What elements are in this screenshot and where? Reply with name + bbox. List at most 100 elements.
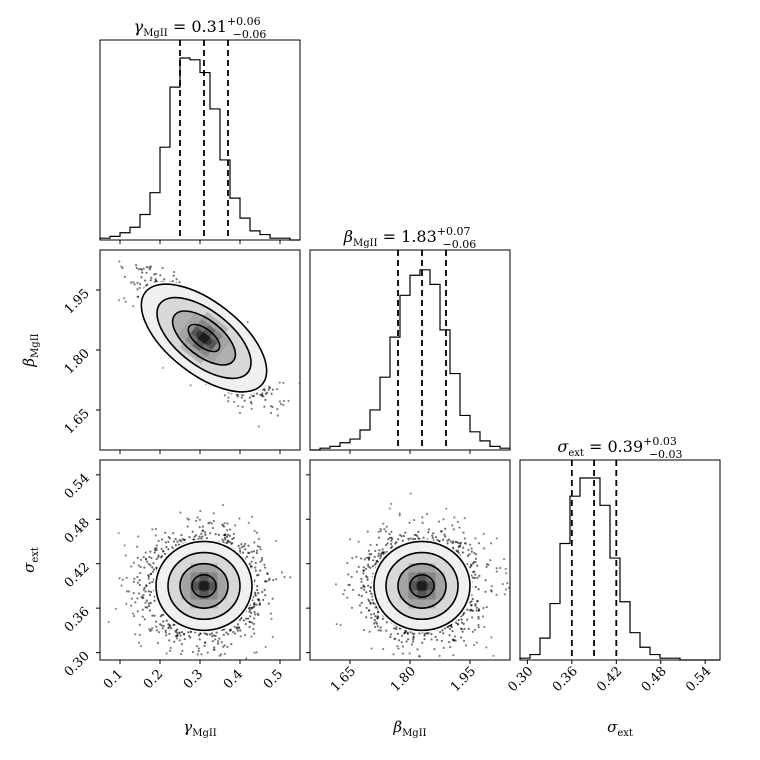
sample-point: [366, 530, 369, 533]
sample-point: [151, 614, 154, 617]
sample-point: [150, 276, 153, 279]
sample-point: [449, 540, 453, 543]
sample-point: [478, 574, 481, 577]
sample-point: [410, 643, 414, 646]
sample-point: [154, 534, 157, 537]
sample-point: [474, 557, 478, 560]
sample-point: [355, 555, 358, 558]
sample-point: [469, 543, 472, 546]
sample-point: [365, 606, 368, 610]
sample-point: [448, 627, 452, 631]
sample-point: [130, 565, 133, 568]
sample-point: [343, 589, 346, 592]
sample-point: [374, 562, 378, 565]
density-cell: [426, 581, 436, 591]
density-cell: [408, 581, 418, 591]
sample-point: [474, 560, 477, 564]
histogram-steps-sigma: [519, 477, 720, 661]
sample-point: [252, 617, 256, 620]
sample-point: [476, 576, 479, 579]
sample-point: [254, 569, 257, 572]
sample-point: [151, 570, 155, 573]
sample-point: [374, 625, 377, 629]
sample-point: [269, 612, 272, 615]
sample-point: [138, 286, 141, 289]
sample-point: [505, 572, 508, 575]
x-tick-label-sigma: 0.54: [683, 664, 714, 695]
sample-point: [172, 274, 175, 277]
sample-point: [271, 405, 274, 409]
sample-point: [252, 603, 256, 606]
sample-point: [250, 407, 253, 410]
sample-point: [276, 408, 279, 411]
sample-point: [150, 556, 153, 560]
sample-point: [467, 627, 470, 630]
sample-point: [143, 586, 146, 589]
sample-point: [466, 608, 469, 611]
sample-point: [399, 533, 402, 537]
sample-point: [231, 537, 234, 541]
sample-point: [144, 601, 147, 604]
x-tick-label-gamma: 0.1: [101, 667, 126, 692]
sample-point: [460, 621, 464, 624]
density-cell: [190, 599, 200, 609]
sample-point: [457, 618, 460, 622]
sample-point: [466, 554, 470, 557]
sample-point: [396, 665, 398, 667]
sample-point: [374, 549, 377, 553]
sample-point: [252, 622, 255, 626]
sample-point: [258, 545, 261, 549]
sample-point: [145, 599, 149, 602]
sample-point: [374, 615, 377, 618]
density-cell: [190, 563, 200, 573]
y-axis-label-beta: βMgII: [20, 333, 41, 367]
sample-point: [440, 639, 443, 642]
sample-point: [446, 626, 449, 629]
sample-point: [416, 648, 419, 651]
sample-point: [151, 528, 154, 531]
x-tick-label-sigma: 0.48: [639, 664, 670, 695]
sample-point: [255, 531, 259, 534]
sample-point: [506, 581, 509, 585]
sample-point: [160, 624, 163, 627]
sample-point: [401, 539, 404, 542]
sample-point: [368, 630, 371, 633]
density-cell: [408, 599, 418, 609]
sample-point: [213, 646, 216, 649]
sample-point: [198, 526, 201, 529]
sample-point: [206, 651, 209, 654]
y-tick-label-beta: 1.95: [62, 286, 93, 317]
sample-point: [254, 591, 257, 594]
sample-point: [373, 622, 376, 625]
sample-point: [483, 547, 486, 550]
sample-point: [221, 538, 224, 541]
sample-point: [151, 580, 154, 584]
sample-point: [139, 558, 143, 561]
sample-point: [370, 647, 373, 650]
sample-point: [476, 600, 479, 603]
sample-point: [138, 633, 141, 636]
sample-point: [137, 641, 141, 644]
sample-point: [238, 517, 241, 520]
sample-point: [406, 638, 410, 641]
sample-point: [442, 632, 445, 635]
sample-point: [495, 593, 498, 596]
sample-point: [282, 403, 285, 407]
sample-point: [107, 620, 110, 624]
sample-point: [461, 551, 464, 554]
sample-point: [210, 522, 213, 525]
sample-point: [136, 610, 140, 613]
sample-point: [418, 655, 421, 658]
sample-point: [222, 540, 225, 543]
sample-point: [258, 599, 261, 602]
sample-point: [248, 625, 251, 629]
sample-point: [402, 662, 404, 664]
sample-point: [251, 515, 254, 518]
sample-point: [152, 568, 156, 571]
sample-point: [211, 635, 214, 638]
sample-point: [137, 268, 140, 271]
sample-point: [388, 507, 391, 510]
sample-point: [379, 629, 382, 632]
sample-point: [386, 542, 389, 545]
sample-point: [264, 645, 267, 648]
